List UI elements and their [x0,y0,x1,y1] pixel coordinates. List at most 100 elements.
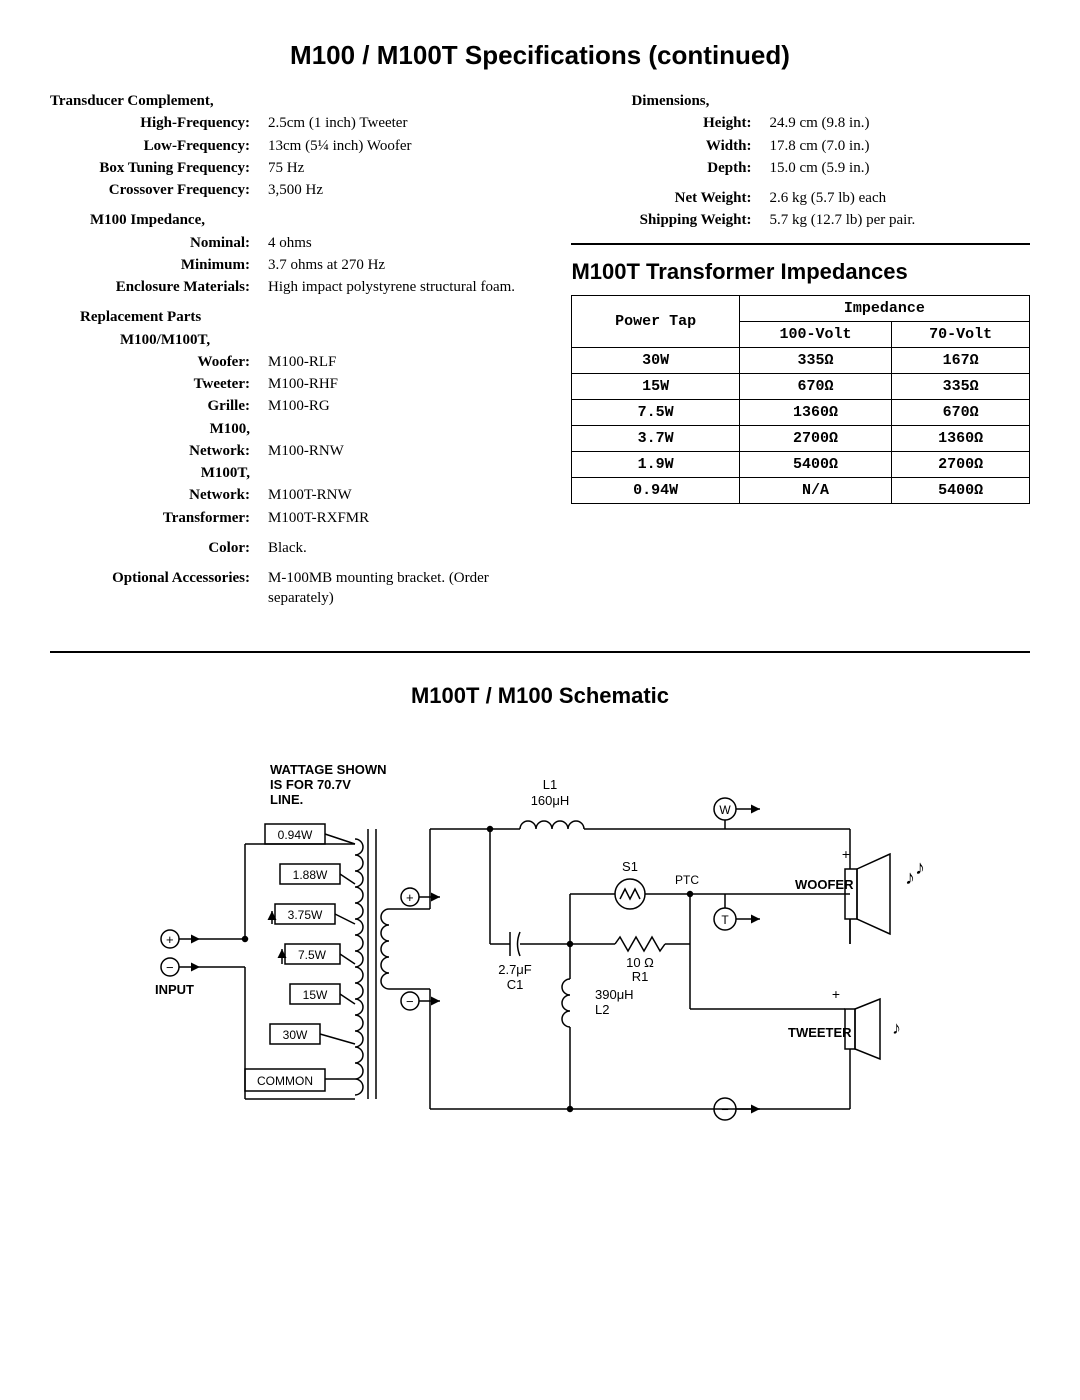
tweeter-value: M100-RHF [268,374,531,394]
svg-text:♪: ♪ [915,857,925,879]
svg-text:S1: S1 [622,859,638,874]
v100-cell: 335Ω [739,347,892,373]
table-row: 0.94WN/A5400Ω [572,477,1030,503]
svg-text:WOOFER: WOOFER [795,877,854,892]
minimum-label: Minimum: [50,255,268,275]
table-row: 7.5W1360Ω670Ω [572,399,1030,425]
nominal-value: 4 ohms [268,233,531,253]
table-row: 1.9W5400Ω2700Ω [572,451,1030,477]
svg-text:160μH: 160μH [531,793,570,808]
svg-text:LINE.: LINE. [270,792,303,807]
color-label: Color: [50,538,268,558]
col-70v: 70-Volt [892,321,1030,347]
low-freq-label: Low-Frequency: [50,136,268,156]
width-value: 17.8 cm (7.0 in.) [769,136,1030,156]
transducer-header: Transducer Complement, [50,91,232,111]
depth-value: 15.0 cm (5.9 in.) [769,158,1030,178]
enclosure-label: Enclosure Materials: [50,277,268,297]
svg-text:+: + [406,890,414,905]
crossover-label: Crossover Frequency: [50,180,268,200]
power-tap-header: Power Tap [572,295,739,347]
depth-label: Depth: [571,158,769,178]
schematic-svg: WATTAGE SHOWN IS FOR 70.7V LINE. + − INP… [150,749,930,1169]
high-freq-value: 2.5cm (1 inch) Tweeter [268,113,531,133]
tap-cell: 0.94W [572,477,739,503]
network-m100-label: Network: [50,441,268,461]
grille-value: M100-RG [268,396,531,416]
width-label: Width: [571,136,769,156]
svg-text:10 Ω: 10 Ω [626,955,654,970]
svg-text:+: + [832,986,840,1002]
tap-cell: 30W [572,347,739,373]
optional-value: M-100MB mounting bracket. (Order separat… [268,568,531,609]
svg-text:♪: ♪ [905,867,915,889]
v70-cell: 670Ω [892,399,1030,425]
svg-text:0.94W: 0.94W [278,828,313,842]
optional-label: Optional Accessories: [50,568,268,609]
color-value: Black. [268,538,531,558]
svg-text:W: W [719,803,731,817]
svg-text:30W: 30W [283,1028,308,1042]
network-m100t-value: M100T-RNW [268,485,531,505]
svg-text:C1: C1 [507,977,524,992]
svg-text:+: + [166,932,174,947]
woofer-label: Woofer: [50,352,268,372]
v70-cell: 5400Ω [892,477,1030,503]
impedance-header-cell: Impedance [739,295,1029,321]
m100-m100t-header: M100/M100T, [50,330,228,350]
svg-text:L1: L1 [543,777,557,792]
table-row: 3.7W2700Ω1360Ω [572,425,1030,451]
svg-text:♪: ♪ [892,1018,901,1038]
box-tuning-value: 75 Hz [268,158,531,178]
tap-cell: 1.9W [572,451,739,477]
table-row: 30W335Ω167Ω [572,347,1030,373]
dimensions-header: Dimensions, [571,91,829,111]
tap-cell: 3.7W [572,425,739,451]
svg-text:3.75W: 3.75W [288,908,323,922]
schematic-diagram: WATTAGE SHOWN IS FOR 70.7V LINE. + − INP… [150,749,930,1169]
m100t-header: M100T, [50,463,268,483]
v70-cell: 335Ω [892,373,1030,399]
svg-text:INPUT: INPUT [155,982,194,997]
v70-cell: 2700Ω [892,451,1030,477]
section-divider [50,651,1030,653]
low-freq-value: 13cm (5¼ inch) Woofer [268,136,531,156]
transformer-value: M100T-RXFMR [268,508,531,528]
svg-text:+: + [842,846,850,862]
schematic-title: M100T / M100 Schematic [50,683,1030,709]
m100-header: M100, [50,419,268,439]
col-100v: 100-Volt [739,321,892,347]
grille-label: Grille: [50,396,268,416]
tweeter-label: Tweeter: [50,374,268,394]
svg-text:−: − [406,994,414,1009]
impedance-table: Power Tap Impedance 100-Volt 70-Volt 30W… [571,295,1030,504]
svg-text:COMMON: COMMON [257,1074,313,1088]
right-specs-column: Dimensions, Height:24.9 cm (9.8 in.) Wid… [571,91,1030,611]
shipping-weight-label: Shipping Weight: [571,210,769,230]
network-m100-value: M100-RNW [268,441,531,461]
svg-text:7.5W: 7.5W [298,948,327,962]
svg-text:IS FOR 70.7V: IS FOR 70.7V [270,777,351,792]
svg-text:R1: R1 [632,969,649,984]
svg-text:390μH: 390μH [595,987,634,1002]
nominal-label: Nominal: [50,233,268,253]
transformer-label: Transformer: [50,508,268,528]
specs-columns: Transducer Complement, High-Frequency:2.… [50,91,1030,611]
v100-cell: N/A [739,477,892,503]
svg-text:1.88W: 1.88W [293,868,328,882]
v100-cell: 1360Ω [739,399,892,425]
net-weight-value: 2.6 kg (5.7 lb) each [769,188,1030,208]
svg-text:−: − [721,1102,729,1117]
high-freq-label: High-Frequency: [50,113,268,133]
svg-text:WATTAGE SHOWN: WATTAGE SHOWN [270,762,387,777]
divider-rule [571,243,1030,245]
shipping-weight-value: 5.7 kg (12.7 lb) per pair. [769,210,1030,230]
minimum-value: 3.7 ohms at 270 Hz [268,255,531,275]
svg-text:T: T [721,913,729,927]
box-tuning-label: Box Tuning Frequency: [50,158,268,178]
tap-cell: 15W [572,373,739,399]
crossover-value: 3,500 Hz [268,180,531,200]
v100-cell: 5400Ω [739,451,892,477]
left-specs-column: Transducer Complement, High-Frequency:2.… [50,91,531,611]
svg-text:15W: 15W [303,988,328,1002]
